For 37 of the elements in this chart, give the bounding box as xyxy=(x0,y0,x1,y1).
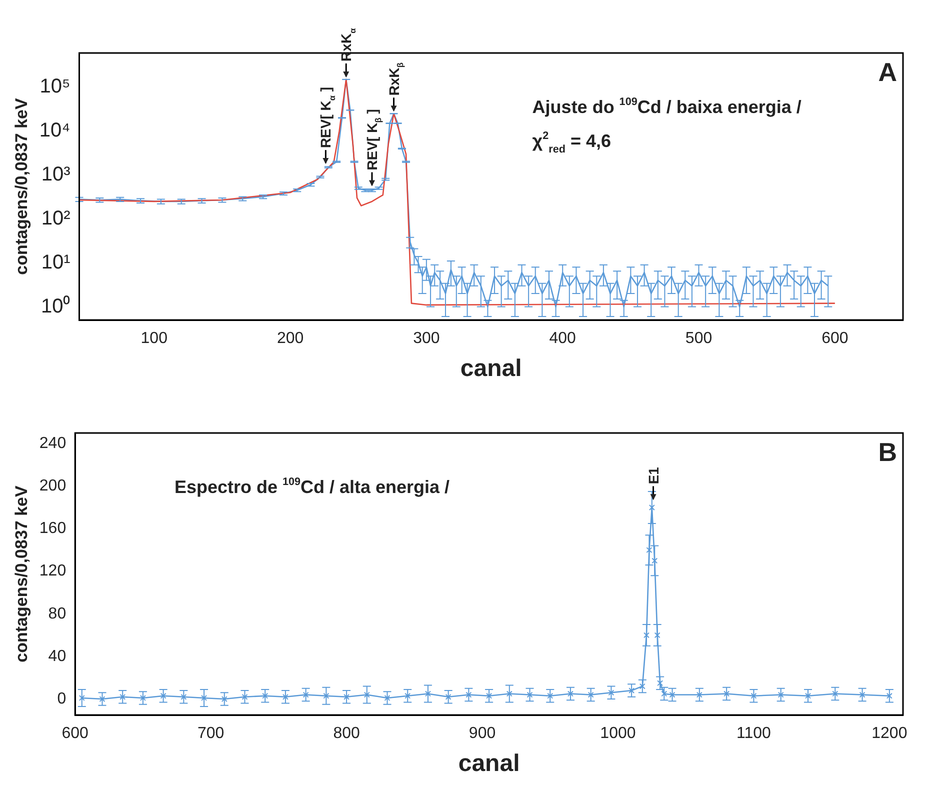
y-tick-label: 160 xyxy=(39,520,66,538)
y-tick-label: 10⁰ xyxy=(40,294,70,318)
annotation: RxKβ xyxy=(386,62,405,96)
x-tick-label: 1200 xyxy=(872,725,908,742)
y-tick-label: 0 xyxy=(57,690,66,708)
x-tick-label: 100 xyxy=(140,330,168,348)
annotation: B xyxy=(878,437,898,467)
x-axis-title: canal xyxy=(460,355,522,382)
y-tick-label: 200 xyxy=(39,478,66,495)
y-tick-label: 80 xyxy=(48,605,66,622)
x-tick-label: 700 xyxy=(197,725,224,742)
annotation: A xyxy=(878,57,898,87)
annotation: REV[ Kβ ] xyxy=(364,109,384,170)
x-tick-label: 300 xyxy=(413,330,440,348)
x-tick-label: 500 xyxy=(685,330,712,348)
x-tick-label: 900 xyxy=(468,725,496,742)
annotation: RxKα xyxy=(338,27,358,62)
x-tick-label: 800 xyxy=(333,725,360,742)
annotation: REV[ Kα ] xyxy=(318,86,337,148)
y-tick-label: 120 xyxy=(39,562,66,580)
y-tick-label: 10⁵ xyxy=(40,76,70,98)
y-tick-label: 240 xyxy=(39,435,66,452)
x-tick-label: 600 xyxy=(62,725,89,742)
y-tick-label: 10⁴ xyxy=(39,120,70,142)
x-tick-label: 600 xyxy=(822,330,848,348)
y-tick-label: 10¹ xyxy=(41,251,71,274)
annotation: E1 xyxy=(645,466,662,484)
y-axis-title: contagens/0,0837 keV xyxy=(12,484,31,662)
x-tick-label: 200 xyxy=(276,330,304,348)
y-tick-label: 10³ xyxy=(41,164,71,186)
y-tick-label: 10² xyxy=(41,207,71,230)
x-tick-label: 1000 xyxy=(600,725,636,742)
y-axis-title: contagens/0,0837 keV xyxy=(12,97,31,275)
x-tick-label: 400 xyxy=(549,330,576,348)
x-axis-title: canal xyxy=(458,750,520,778)
x-tick-label: 1100 xyxy=(736,725,772,742)
y-tick-label: 40 xyxy=(48,648,66,665)
